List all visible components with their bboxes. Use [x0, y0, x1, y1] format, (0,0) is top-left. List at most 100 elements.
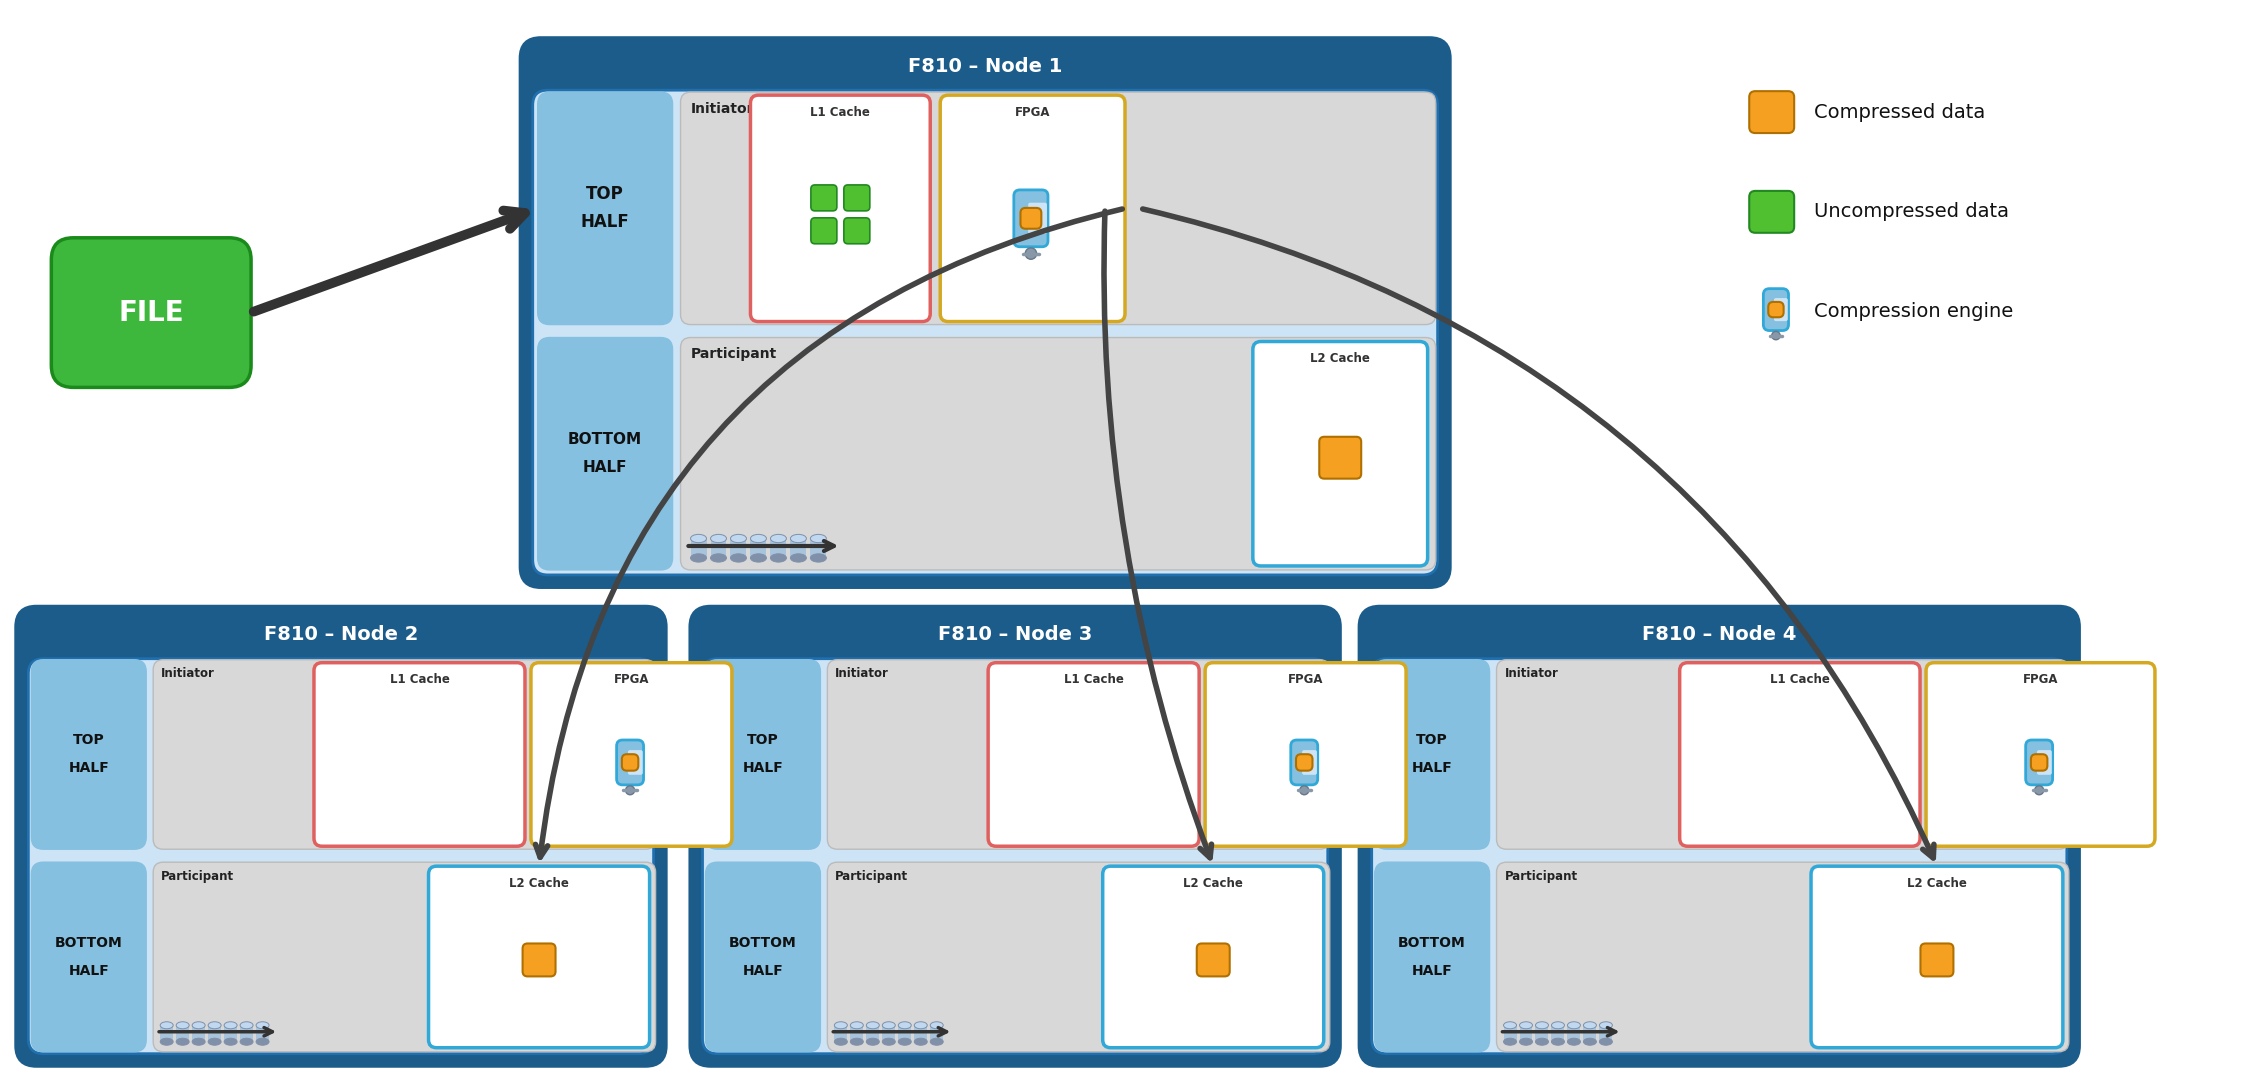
FancyBboxPatch shape: [989, 663, 1199, 846]
Text: BOTTOM: BOTTOM: [54, 936, 122, 950]
FancyBboxPatch shape: [845, 217, 870, 243]
Ellipse shape: [750, 553, 766, 562]
Bar: [710, 538, 725, 558]
Text: F810 – Node 3: F810 – Node 3: [937, 625, 1093, 645]
FancyBboxPatch shape: [1372, 659, 2066, 1053]
Ellipse shape: [1568, 1038, 1579, 1046]
Text: L1 Cache: L1 Cache: [1771, 673, 1829, 686]
Text: F810 – Node 1: F810 – Node 1: [908, 57, 1063, 76]
Ellipse shape: [176, 1022, 189, 1028]
Ellipse shape: [1503, 1038, 1516, 1046]
Ellipse shape: [771, 535, 786, 542]
Ellipse shape: [241, 1038, 252, 1046]
Ellipse shape: [883, 1038, 894, 1046]
FancyBboxPatch shape: [32, 660, 146, 849]
Text: TOP: TOP: [748, 734, 780, 748]
FancyBboxPatch shape: [1920, 944, 1953, 976]
FancyBboxPatch shape: [1102, 866, 1325, 1048]
Text: HALF: HALF: [743, 761, 784, 775]
FancyBboxPatch shape: [52, 238, 250, 387]
Circle shape: [626, 786, 635, 795]
Text: TOP: TOP: [72, 734, 104, 748]
FancyBboxPatch shape: [827, 660, 1329, 849]
Ellipse shape: [899, 1038, 910, 1046]
Text: HALF: HALF: [1413, 761, 1453, 775]
Ellipse shape: [1600, 1022, 1613, 1028]
FancyBboxPatch shape: [827, 862, 1329, 1052]
Ellipse shape: [915, 1038, 928, 1046]
FancyBboxPatch shape: [705, 660, 820, 849]
Ellipse shape: [849, 1038, 863, 1046]
Text: Participant: Participant: [1505, 870, 1577, 883]
Bar: [883, 1025, 894, 1041]
FancyBboxPatch shape: [1014, 190, 1048, 247]
Ellipse shape: [1600, 1038, 1613, 1046]
Bar: [1584, 1025, 1597, 1041]
FancyBboxPatch shape: [1764, 289, 1789, 330]
FancyBboxPatch shape: [1320, 437, 1361, 478]
Ellipse shape: [915, 1022, 928, 1028]
FancyBboxPatch shape: [1748, 91, 1793, 133]
Circle shape: [1025, 248, 1036, 260]
Ellipse shape: [730, 535, 746, 542]
Circle shape: [2034, 786, 2043, 795]
Text: L2 Cache: L2 Cache: [1906, 876, 1967, 889]
FancyBboxPatch shape: [2037, 750, 2052, 775]
FancyBboxPatch shape: [313, 663, 525, 846]
Text: F810 – Node 2: F810 – Node 2: [264, 625, 419, 645]
Text: Initiator: Initiator: [836, 667, 890, 680]
Ellipse shape: [207, 1038, 221, 1046]
FancyBboxPatch shape: [705, 862, 820, 1052]
Text: TOP: TOP: [1417, 734, 1449, 748]
Bar: [1568, 1025, 1579, 1041]
Ellipse shape: [192, 1038, 205, 1046]
Ellipse shape: [930, 1022, 944, 1028]
Text: Compressed data: Compressed data: [1814, 102, 1985, 122]
Ellipse shape: [1552, 1022, 1564, 1028]
FancyBboxPatch shape: [153, 862, 656, 1052]
Ellipse shape: [750, 535, 766, 542]
Ellipse shape: [1519, 1038, 1532, 1046]
FancyBboxPatch shape: [1205, 663, 1406, 846]
FancyBboxPatch shape: [1291, 740, 1318, 785]
FancyBboxPatch shape: [523, 944, 556, 976]
Text: FPGA: FPGA: [1014, 105, 1050, 118]
FancyBboxPatch shape: [520, 38, 1449, 587]
Text: FPGA: FPGA: [2023, 673, 2059, 686]
Bar: [1519, 1025, 1532, 1041]
Bar: [915, 1025, 928, 1041]
Bar: [192, 1025, 205, 1041]
FancyBboxPatch shape: [1361, 607, 2080, 1065]
Ellipse shape: [241, 1022, 252, 1028]
Bar: [899, 1025, 910, 1041]
Ellipse shape: [1503, 1022, 1516, 1028]
FancyBboxPatch shape: [153, 660, 656, 849]
FancyBboxPatch shape: [622, 754, 638, 771]
Ellipse shape: [867, 1038, 879, 1046]
Text: Uncompressed data: Uncompressed data: [1814, 202, 2010, 222]
Text: L2 Cache: L2 Cache: [1311, 352, 1370, 365]
FancyBboxPatch shape: [1374, 660, 1489, 849]
Bar: [849, 1025, 863, 1041]
Text: Compression engine: Compression engine: [1814, 302, 2014, 321]
Ellipse shape: [811, 535, 827, 542]
FancyBboxPatch shape: [1295, 754, 1313, 771]
Ellipse shape: [834, 1022, 847, 1028]
FancyBboxPatch shape: [532, 663, 732, 846]
Bar: [1503, 1025, 1516, 1041]
Bar: [834, 1025, 847, 1041]
FancyBboxPatch shape: [2025, 740, 2052, 785]
FancyBboxPatch shape: [845, 185, 870, 211]
Bar: [160, 1025, 173, 1041]
FancyBboxPatch shape: [1374, 862, 1489, 1052]
Text: L1 Cache: L1 Cache: [811, 105, 870, 118]
FancyBboxPatch shape: [1748, 191, 1793, 233]
Text: FPGA: FPGA: [613, 673, 649, 686]
Text: HALF: HALF: [68, 761, 108, 775]
FancyBboxPatch shape: [940, 96, 1124, 322]
Ellipse shape: [791, 553, 807, 562]
Ellipse shape: [849, 1022, 863, 1028]
Text: HALF: HALF: [1413, 964, 1453, 978]
FancyBboxPatch shape: [1021, 208, 1041, 228]
Text: HALF: HALF: [68, 964, 108, 978]
